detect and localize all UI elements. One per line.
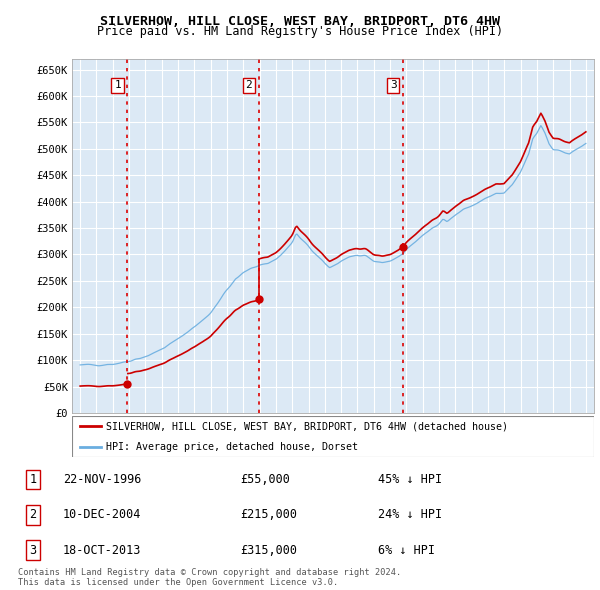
Text: 1: 1 — [114, 80, 121, 90]
Text: 2: 2 — [245, 80, 252, 90]
Text: 3: 3 — [390, 80, 397, 90]
FancyBboxPatch shape — [72, 416, 594, 457]
Text: 6% ↓ HPI: 6% ↓ HPI — [378, 543, 435, 557]
Text: 10-DEC-2004: 10-DEC-2004 — [63, 508, 142, 522]
Text: 22-NOV-1996: 22-NOV-1996 — [63, 473, 142, 486]
Text: 2: 2 — [29, 508, 37, 522]
Text: 45% ↓ HPI: 45% ↓ HPI — [378, 473, 442, 486]
Text: HPI: Average price, detached house, Dorset: HPI: Average price, detached house, Dors… — [106, 442, 358, 452]
Text: Price paid vs. HM Land Registry's House Price Index (HPI): Price paid vs. HM Land Registry's House … — [97, 25, 503, 38]
Text: £315,000: £315,000 — [240, 543, 297, 557]
Text: £215,000: £215,000 — [240, 508, 297, 522]
Text: 1: 1 — [29, 473, 37, 486]
Text: This data is licensed under the Open Government Licence v3.0.: This data is licensed under the Open Gov… — [18, 578, 338, 587]
Text: 18-OCT-2013: 18-OCT-2013 — [63, 543, 142, 557]
Text: SILVERHOW, HILL CLOSE, WEST BAY, BRIDPORT, DT6 4HW: SILVERHOW, HILL CLOSE, WEST BAY, BRIDPOR… — [100, 15, 500, 28]
Text: SILVERHOW, HILL CLOSE, WEST BAY, BRIDPORT, DT6 4HW (detached house): SILVERHOW, HILL CLOSE, WEST BAY, BRIDPOR… — [106, 421, 508, 431]
Text: Contains HM Land Registry data © Crown copyright and database right 2024.: Contains HM Land Registry data © Crown c… — [18, 568, 401, 576]
Text: 24% ↓ HPI: 24% ↓ HPI — [378, 508, 442, 522]
Text: 3: 3 — [29, 543, 37, 557]
Text: £55,000: £55,000 — [240, 473, 290, 486]
